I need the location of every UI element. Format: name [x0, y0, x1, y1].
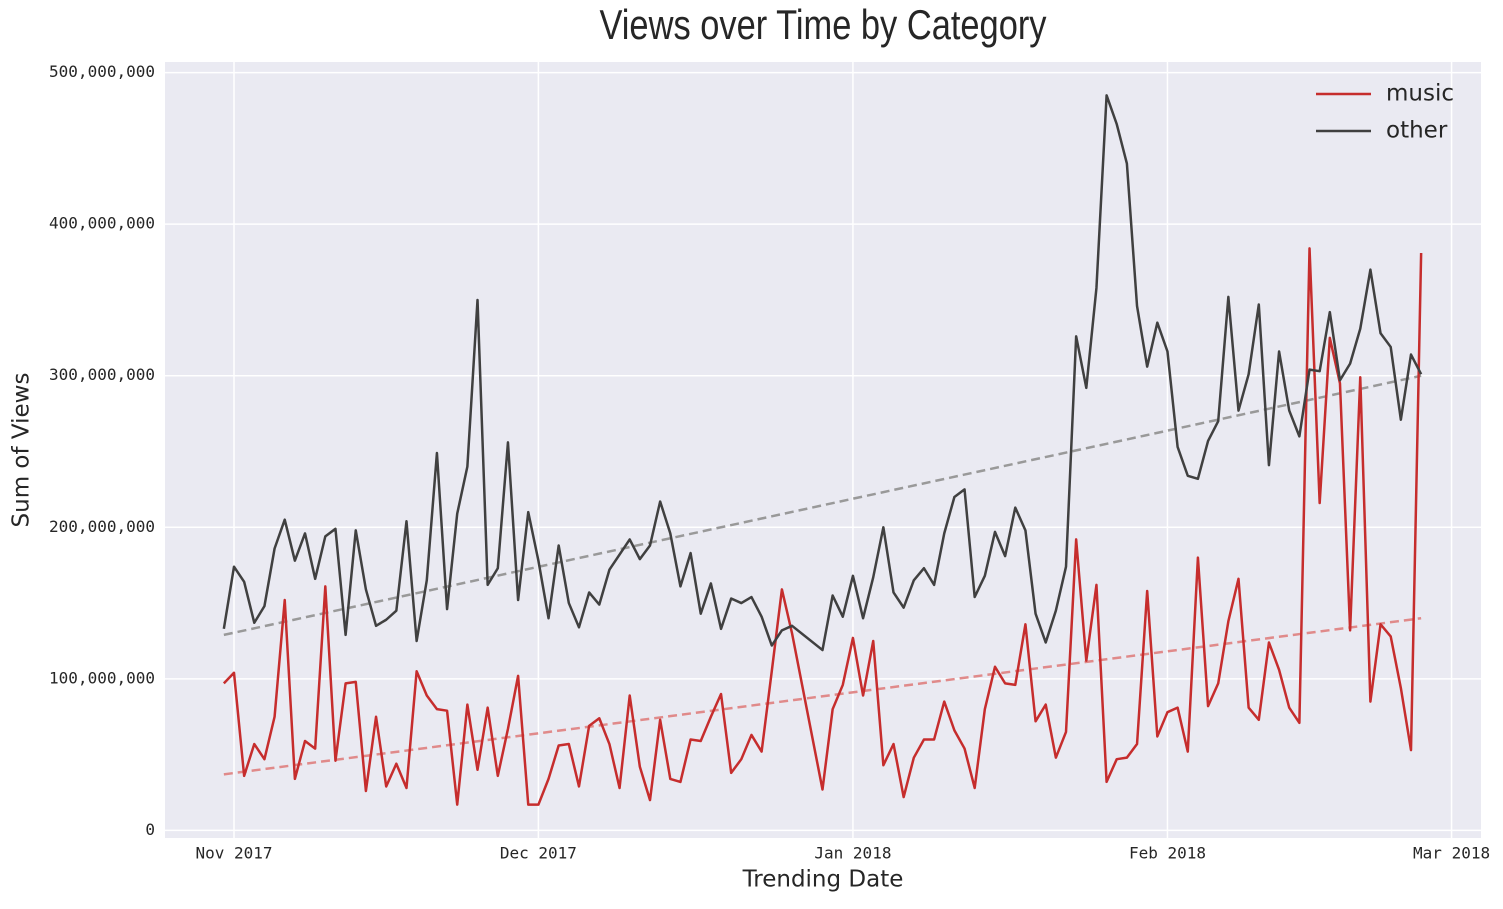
y-tick-label: 0	[145, 820, 155, 839]
chart-title: Views over Time by Category	[599, 2, 1047, 49]
legend-label: music	[1386, 81, 1454, 107]
y-tick-label: 400,000,000	[49, 214, 155, 233]
x-tick-label: Feb 2018	[1129, 844, 1206, 863]
y-tick-label: 300,000,000	[49, 365, 155, 384]
y-tick-label: 500,000,000	[49, 62, 155, 81]
x-tick-label: Mar 2018	[1413, 844, 1490, 863]
x-tick-label: Dec 2017	[500, 844, 577, 863]
y-tick-label: 200,000,000	[49, 517, 155, 536]
series-line	[222, 247, 1423, 806]
series-line	[222, 94, 1423, 652]
y-axis-label: Sum of Views	[9, 373, 35, 528]
legend-label: other	[1386, 118, 1448, 144]
plot-area	[165, 62, 1481, 838]
x-tick-label: Jan 2018	[814, 844, 891, 863]
x-tick-label: Nov 2017	[195, 844, 272, 863]
trend-line	[223, 374, 1422, 637]
x-axis-label: Trending Date	[742, 867, 904, 893]
y-tick-label: 100,000,000	[49, 668, 155, 687]
trend-line	[223, 616, 1422, 776]
